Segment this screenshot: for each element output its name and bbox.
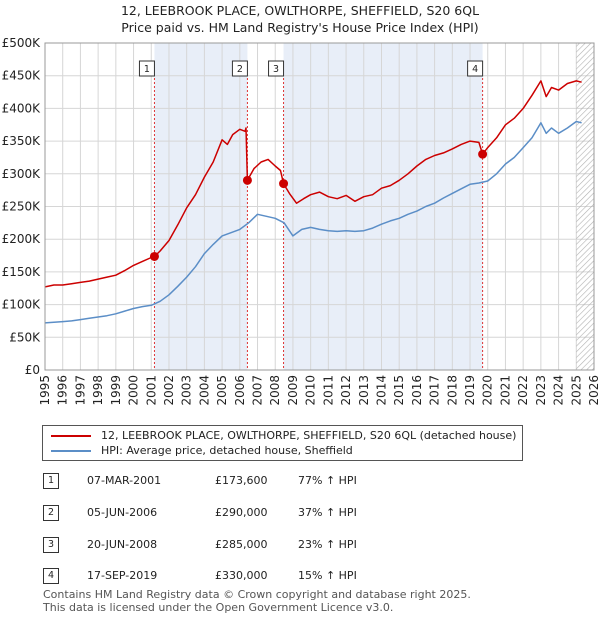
sale-point xyxy=(279,179,289,189)
sale-row: 3 20-JUN-2008 £285,000 23% ↑ HPI xyxy=(43,536,543,554)
x-tick-label: 2014 xyxy=(374,375,388,406)
sale-marker-label: 3 xyxy=(273,64,279,75)
sale-point xyxy=(242,175,252,185)
sale-point xyxy=(478,149,488,159)
y-tick-label: £500K xyxy=(2,36,42,50)
legend-hpi-swatch xyxy=(51,450,91,452)
x-tick-label: 2013 xyxy=(357,375,371,406)
y-tick-label: £250K xyxy=(2,200,42,214)
footer-attribution: Contains HM Land Registry data © Crown c… xyxy=(43,588,471,614)
x-tick-label: 2003 xyxy=(180,375,194,406)
y-tick-label: £400K xyxy=(2,101,42,115)
x-tick-label: 2005 xyxy=(215,375,229,406)
x-tick-label: 2001 xyxy=(144,375,158,406)
sale-marker-box xyxy=(138,60,155,77)
x-tick-label: 2023 xyxy=(534,375,548,406)
x-tick-label: 2025 xyxy=(569,375,583,406)
sale-number-badge: 4 xyxy=(43,568,59,584)
x-tick-label: 2026 xyxy=(587,375,600,406)
sale-price: £290,000 xyxy=(215,506,268,519)
y-tick-label: £200K xyxy=(2,232,42,246)
x-tick-label: 2011 xyxy=(321,375,335,406)
sale-number-badge: 3 xyxy=(43,537,59,553)
sale-hpi-change: 15% ↑ HPI xyxy=(298,569,357,582)
y-tick-label: £0 xyxy=(25,363,40,377)
chart-legend: 12, LEEBROOK PLACE, OWLTHORPE, SHEFFIELD… xyxy=(42,425,523,461)
sale-marker-box xyxy=(467,60,484,77)
y-tick-label: £150K xyxy=(2,265,42,279)
sale-row: 4 17-SEP-2019 £330,000 15% ↑ HPI xyxy=(43,567,543,585)
y-tick-label: £100K xyxy=(2,298,42,312)
x-tick-label: 2020 xyxy=(481,375,495,406)
sale-date: 07-MAR-2001 xyxy=(87,474,162,487)
legend-item-hpi: HPI: Average price, detached house, Shef… xyxy=(51,444,353,458)
x-tick-label: 2016 xyxy=(410,375,424,406)
sale-hpi-change: 77% ↑ HPI xyxy=(298,474,357,487)
y-tick-label: £450K xyxy=(2,69,42,83)
x-tick-label: 1996 xyxy=(56,375,70,406)
x-tick-label: 2018 xyxy=(445,375,459,406)
y-tick-label: £50K xyxy=(9,330,41,344)
sale-row: 1 07-MAR-2001 £173,600 77% ↑ HPI xyxy=(43,472,543,490)
y-tick-label: £350K xyxy=(2,134,42,148)
chart-title-line2: Price paid vs. HM Land Registry's House … xyxy=(121,20,479,35)
x-tick-label: 2007 xyxy=(251,375,265,406)
x-tick-label: 2006 xyxy=(233,375,247,406)
x-tick-label: 2010 xyxy=(304,375,318,406)
x-tick-label: 2021 xyxy=(498,375,512,406)
sale-marker-box xyxy=(231,60,248,77)
plot-border xyxy=(44,42,595,371)
sale-price: £330,000 xyxy=(215,569,268,582)
sale-marker-label: 2 xyxy=(237,64,243,75)
legend-price-swatch xyxy=(51,435,91,437)
chart-title: 12, LEEBROOK PLACE, OWLTHORPE, SHEFFIELD… xyxy=(0,2,600,36)
legend-price-label: 12, LEEBROOK PLACE, OWLTHORPE, SHEFFIELD… xyxy=(101,429,517,442)
x-tick-label: 2017 xyxy=(428,375,442,406)
forecast-hatched-region xyxy=(576,43,594,370)
footer-licence: This data is licensed under the Open Gov… xyxy=(43,601,394,614)
x-tick-label: 1995 xyxy=(38,375,52,406)
legend-hpi-label: HPI: Average price, detached house, Shef… xyxy=(101,444,353,457)
footer-copyright: Contains HM Land Registry data © Crown c… xyxy=(43,588,471,601)
x-tick-label: 2019 xyxy=(463,375,477,406)
sale-marker-label: 4 xyxy=(472,64,478,75)
sale-date: 05-JUN-2006 xyxy=(87,506,158,519)
chart-title-line1: 12, LEEBROOK PLACE, OWLTHORPE, SHEFFIELD… xyxy=(120,3,480,18)
x-tick-label: 2004 xyxy=(197,375,211,406)
hpi-line xyxy=(45,120,582,324)
sale-marker-box xyxy=(268,60,285,77)
sale-price: £173,600 xyxy=(215,474,268,487)
x-tick-label: 2000 xyxy=(127,375,141,406)
sale-number-badge: 1 xyxy=(43,473,59,489)
sale-date: 17-SEP-2019 xyxy=(87,569,158,582)
x-tick-label: 1998 xyxy=(91,375,105,406)
sale-row: 2 05-JUN-2006 £290,000 37% ↑ HPI xyxy=(43,504,543,522)
sale-price: £285,000 xyxy=(215,538,268,551)
sale-hpi-change: 23% ↑ HPI xyxy=(298,538,357,551)
x-tick-label: 1999 xyxy=(109,375,123,406)
legend-item-price: 12, LEEBROOK PLACE, OWLTHORPE, SHEFFIELD… xyxy=(51,429,516,443)
y-tick-label: £300K xyxy=(2,167,42,181)
sale-date: 20-JUN-2008 xyxy=(87,538,158,551)
sale-hpi-change: 37% ↑ HPI xyxy=(298,506,357,519)
sale-number-badge: 2 xyxy=(43,505,59,521)
x-tick-label: 2009 xyxy=(286,375,300,406)
x-tick-label: 2012 xyxy=(339,375,353,406)
x-tick-label: 2015 xyxy=(392,375,406,406)
sale-point xyxy=(149,251,159,261)
x-tick-label: 2024 xyxy=(552,375,566,406)
x-tick-label: 1997 xyxy=(73,375,87,406)
sale-marker-label: 1 xyxy=(144,64,150,75)
x-tick-label: 2002 xyxy=(162,375,176,406)
x-tick-label: 2008 xyxy=(268,375,282,406)
price-chart: 1 2 3 4 £0 £50K £100K £150K £200K £250K £300K £350… xyxy=(2,36,600,406)
price-paid-line xyxy=(45,80,582,288)
x-tick-label: 2022 xyxy=(516,375,530,406)
